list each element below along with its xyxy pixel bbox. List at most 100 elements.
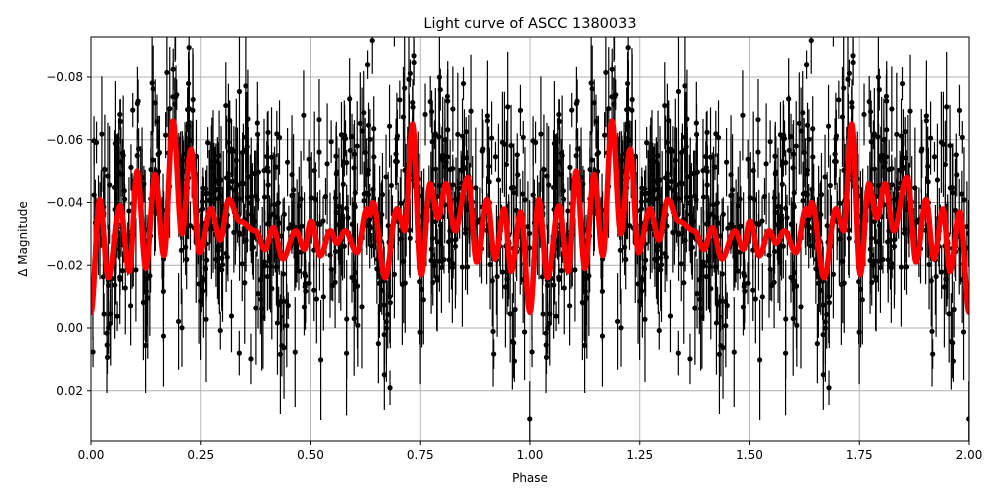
data-point <box>145 295 151 301</box>
data-point <box>573 153 579 159</box>
data-point <box>891 243 898 249</box>
data-point <box>798 304 804 310</box>
data-point <box>586 273 592 279</box>
x-tick-label: 2.00 <box>956 448 983 462</box>
data-point <box>541 166 547 173</box>
data-point <box>147 273 153 279</box>
data-point <box>581 276 587 282</box>
data-point <box>407 235 413 241</box>
data-point <box>794 322 800 328</box>
data-point <box>713 131 719 137</box>
data-point <box>450 106 456 112</box>
data-point <box>379 192 386 198</box>
x-tick-label: 1.00 <box>517 448 544 462</box>
data-point <box>437 87 443 93</box>
data-point <box>556 111 562 118</box>
data-point <box>277 351 284 357</box>
data-point <box>658 262 665 268</box>
data-point <box>929 328 935 335</box>
data-point <box>892 196 898 203</box>
data-point <box>876 182 882 189</box>
data-point <box>270 211 276 217</box>
data-point <box>164 69 170 76</box>
data-point <box>268 154 275 160</box>
data-point <box>223 102 229 109</box>
data-point <box>923 118 929 124</box>
data-point <box>772 171 778 177</box>
data-point <box>332 195 339 201</box>
data-point <box>286 225 292 231</box>
data-point <box>500 269 506 275</box>
data-point <box>723 159 730 165</box>
data-point <box>755 117 761 123</box>
data-point <box>741 284 747 290</box>
data-point <box>99 131 105 137</box>
data-point <box>667 313 674 319</box>
data-point <box>803 62 810 68</box>
data-point <box>670 229 676 235</box>
data-point <box>693 131 700 137</box>
data-point <box>503 161 509 168</box>
data-point <box>941 284 948 290</box>
data-point <box>703 153 709 160</box>
data-point <box>525 224 531 230</box>
data-point <box>219 267 225 273</box>
data-point <box>953 152 959 158</box>
data-point <box>712 264 718 270</box>
data-point <box>487 261 493 268</box>
data-point <box>813 266 819 272</box>
data-point <box>782 350 789 356</box>
data-point <box>509 338 515 345</box>
data-point <box>961 197 967 203</box>
data-point <box>587 166 593 173</box>
data-point <box>553 313 559 319</box>
data-point <box>289 221 295 227</box>
data-point <box>567 303 573 309</box>
data-point <box>361 198 367 204</box>
data-point <box>444 154 451 160</box>
data-point <box>603 69 609 76</box>
data-point <box>233 157 239 163</box>
data-point <box>558 268 565 274</box>
data-point <box>273 164 279 170</box>
data-point <box>133 267 139 273</box>
data-point <box>735 203 741 209</box>
data-point <box>804 167 810 173</box>
data-point <box>316 149 322 155</box>
data-point <box>187 223 194 229</box>
data-point <box>648 158 654 164</box>
data-point <box>559 152 565 159</box>
data-point <box>903 206 909 212</box>
data-point <box>618 325 624 331</box>
data-point <box>529 349 535 355</box>
data-point <box>870 132 877 138</box>
x-tick-label: 0.00 <box>78 448 105 462</box>
data-point <box>883 154 890 160</box>
data-point <box>653 158 659 165</box>
data-point <box>218 177 224 183</box>
data-point <box>889 261 895 267</box>
data-point <box>219 262 226 268</box>
data-point <box>190 107 196 113</box>
data-point <box>160 333 167 339</box>
data-point <box>236 231 243 237</box>
data-point <box>248 194 254 200</box>
data-point <box>313 296 319 302</box>
y-tick-label: −0.04 <box>46 196 83 210</box>
data-point <box>902 129 908 135</box>
data-point <box>966 416 969 422</box>
data-point <box>672 157 678 163</box>
data-point <box>402 280 408 286</box>
data-point <box>443 159 449 166</box>
x-tick-label: 0.25 <box>187 448 214 462</box>
data-point <box>868 139 874 145</box>
data-point <box>714 200 720 206</box>
data-point <box>934 177 941 183</box>
data-point <box>398 236 404 242</box>
data-point <box>703 273 710 280</box>
data-point <box>692 305 698 311</box>
x-tick-label: 0.50 <box>297 448 324 462</box>
data-point <box>627 137 633 144</box>
data-point <box>825 123 832 129</box>
data-point <box>784 215 790 221</box>
